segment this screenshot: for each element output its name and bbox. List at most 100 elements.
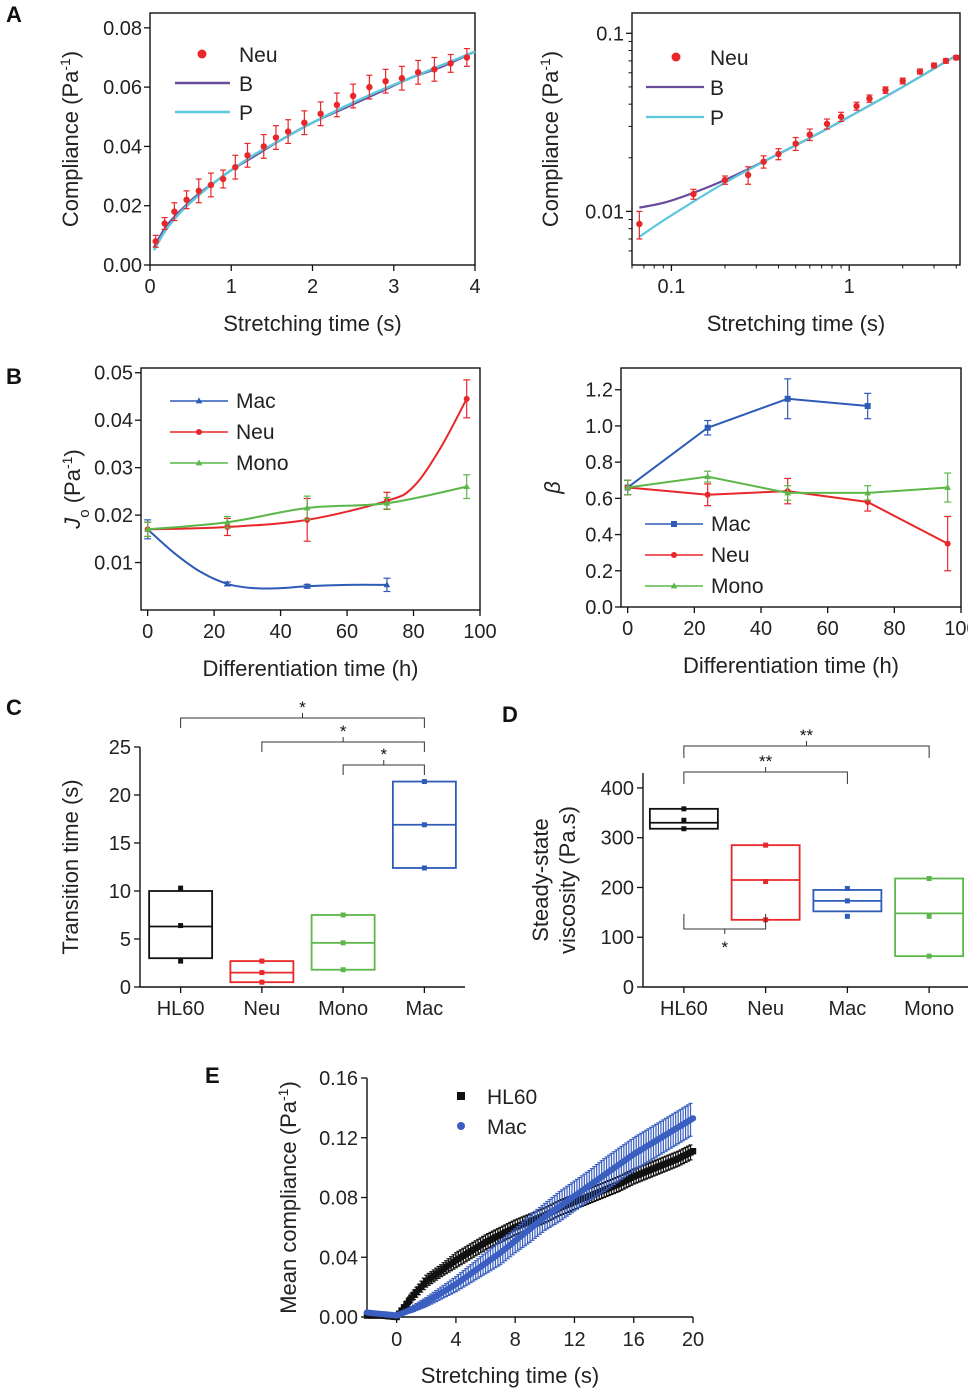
y-tick-label: 0.04: [319, 1247, 358, 1269]
x-tick-label: Mac: [828, 998, 866, 1020]
box-point-mac: [844, 885, 850, 891]
data-point-mac: [704, 424, 711, 431]
data-point-neu: [260, 143, 267, 150]
ylabel-part: -1: [275, 1088, 291, 1101]
data-point-hl60: [403, 1300, 410, 1308]
y-tick-label: 0.00: [103, 255, 142, 277]
data-point-neu: [301, 119, 308, 126]
x-tick-label: 80: [402, 621, 424, 643]
box-point-mac: [844, 913, 850, 919]
line-series-p: [153, 50, 476, 251]
x-tick-label: 80: [883, 618, 905, 640]
significance-bracket: [683, 771, 848, 784]
ylabel-part: ): [58, 51, 83, 58]
x-tick-label: 100: [463, 621, 496, 643]
legend-marker-mac: [671, 521, 677, 527]
x-tick-label: Mono: [904, 998, 954, 1020]
series-line-mac: [627, 397, 868, 489]
data-point-neu: [806, 131, 813, 138]
legend-marker-neu: [671, 52, 681, 62]
y-tick-label: 0.2: [585, 561, 613, 583]
data-point-neu: [760, 158, 767, 165]
y-tick-label: 0.6: [585, 488, 613, 510]
x-tick-label: 2: [307, 276, 318, 298]
significance-bracket: [180, 717, 425, 728]
data-point-neu: [853, 102, 860, 110]
data-point-neu: [463, 54, 471, 61]
panel-letter-d: D: [502, 702, 518, 727]
x-tick-label: 60: [336, 621, 358, 643]
ylabel-part: Compliance (Pa: [538, 70, 563, 227]
legend-label: Neu: [710, 47, 749, 70]
legend-marker-neu: [197, 49, 207, 59]
y-tick-label: 0.0: [585, 597, 613, 619]
data-point-hl60: [400, 1304, 408, 1311]
data-point-neu: [463, 395, 470, 402]
box-point-mono: [926, 953, 932, 959]
data-point-mac: [224, 580, 231, 587]
legend-marker-mac: [457, 1122, 465, 1130]
data-point-neu: [219, 175, 227, 183]
line-series-b: [153, 50, 476, 248]
x-tick-label: 1: [226, 276, 237, 298]
y-tick-label: 0.08: [103, 18, 142, 40]
significance-label: **: [759, 752, 773, 771]
box-point-mono: [340, 940, 346, 946]
data-point-neu: [636, 220, 643, 228]
significance-label: *: [340, 722, 347, 741]
data-point-neu: [317, 110, 324, 118]
data-point-neu: [366, 83, 373, 91]
x-axis-title: Differentiation time (h): [202, 656, 418, 681]
data-point-mono: [784, 489, 791, 496]
data-point-neu: [953, 54, 960, 61]
panel-letter-a: A: [6, 2, 22, 27]
y-tick-label: 100: [601, 927, 634, 949]
data-point-neu: [171, 208, 178, 215]
data-point-mono: [224, 518, 231, 525]
data-point-neu: [899, 77, 906, 85]
ylabel-part: -1: [537, 58, 553, 71]
data-point-neu: [244, 152, 251, 159]
data-point-neu: [837, 113, 845, 120]
ylabel-part: ): [276, 1081, 301, 1088]
data-point-neu: [704, 491, 711, 498]
chart-a-loglog: 0.1 1 0.01 0.1 Stretching time (s) Compliance…: [537, 12, 961, 336]
data-point-neu: [792, 140, 799, 147]
box-point-neu: [259, 958, 265, 964]
y-tick-label: 0.04: [94, 410, 133, 432]
significance-label: *: [380, 745, 387, 764]
y-tick-label: 20: [109, 785, 131, 807]
data-point-mac: [689, 1115, 697, 1122]
data-point-mac: [784, 395, 791, 402]
data-point-mac: [383, 581, 391, 588]
box-point-neu: [763, 842, 769, 848]
legend-label: HL60: [487, 1086, 537, 1109]
y-axis-title: Jo (Pa-1): [59, 449, 93, 529]
significance-label: *: [721, 938, 728, 957]
data-point-neu: [349, 92, 357, 100]
data-point-neu: [272, 134, 280, 141]
y-tick-label: 5: [120, 929, 131, 951]
legend: HL60 Mac: [457, 1086, 537, 1139]
data-point-mono: [303, 504, 311, 511]
data-point-mono: [704, 473, 711, 480]
y-tick-label: 200: [601, 877, 634, 899]
legend-marker-neu: [196, 429, 202, 435]
y-axis-title: Compliance (Pa-1): [537, 51, 563, 227]
ylabel-part: Mean compliance (Pa: [276, 1100, 301, 1314]
data-point-neu: [447, 60, 454, 67]
y-tick-label: 10: [109, 881, 131, 903]
y-tick-label: 15: [109, 833, 131, 855]
x-tick-label: 20: [683, 618, 705, 640]
ylabel-part: -1: [59, 456, 75, 469]
x-tick-label: 40: [750, 618, 772, 640]
y-tick-label: 25: [109, 737, 131, 759]
x-axis-title: Stretching time (s): [421, 1363, 600, 1388]
line-series-b: [639, 54, 957, 209]
x-tick-label: 20: [682, 1329, 704, 1351]
y-tick-label: 0.08: [319, 1188, 358, 1210]
box-point-neu: [763, 878, 769, 884]
y-tick-label: 0.01: [585, 201, 624, 223]
plot-frame: [149, 12, 476, 266]
significance-bracket: [261, 741, 425, 752]
